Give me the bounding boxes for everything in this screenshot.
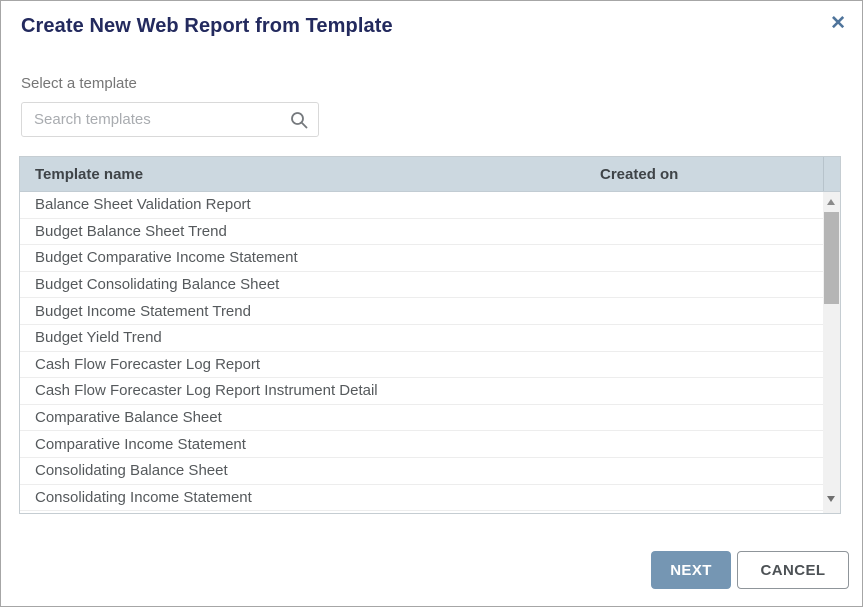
close-icon[interactable]: ✕ (830, 13, 846, 34)
template-name-cell: Budget Consolidating Balance Sheet (35, 276, 280, 294)
search-icon[interactable] (289, 110, 309, 130)
template-name-cell: Budget Comparative Income Statement (35, 249, 298, 267)
template-name-cell: Budget Income Statement Trend (35, 302, 251, 320)
table-row[interactable]: Budget Income Statement Trend (20, 298, 840, 325)
table-body: Balance Sheet Validation Report Budget B… (20, 192, 840, 513)
table-header: Template name Created on (20, 157, 840, 192)
template-name-cell: Budget Balance Sheet Trend (35, 222, 227, 240)
template-name-cell: Cash Flow Forecaster Log Report (35, 355, 261, 373)
template-name-cell: Cash Flow Forecaster Log Report Instrume… (35, 382, 378, 400)
next-button[interactable]: NEXT (651, 551, 731, 589)
search-input[interactable] (22, 111, 289, 128)
dialog-title: Create New Web Report from Template (21, 15, 393, 37)
template-name-cell: Comparative Balance Sheet (35, 409, 222, 427)
table-row[interactable]: Consolidating Income Statement (20, 485, 840, 512)
table-row[interactable]: Budget Comparative Income Statement (20, 245, 840, 272)
table-row[interactable]: Budget Balance Sheet Trend (20, 219, 840, 246)
table-row[interactable]: Budget Yield Trend (20, 325, 840, 352)
vertical-scrollbar[interactable] (823, 192, 840, 513)
template-name-cell: Consolidating Income Statement (35, 488, 252, 506)
scroll-down-icon (827, 496, 835, 502)
template-name-cell: Balance Sheet Validation Report (35, 196, 251, 214)
table-row[interactable]: Comparative Balance Sheet (20, 405, 840, 432)
column-header-created-on: Created on (600, 165, 679, 183)
scroll-up-icon (827, 199, 835, 205)
scroll-down-button[interactable] (823, 491, 840, 506)
scrollbar-header-stub (823, 157, 840, 191)
template-name-cell: Budget Yield Trend (35, 329, 162, 347)
table-rows: Balance Sheet Validation Report Budget B… (20, 192, 840, 512)
search-box[interactable] (21, 102, 319, 137)
template-table: Template name Created on Balance Sheet V… (19, 156, 841, 514)
table-row[interactable]: Cash Flow Forecaster Log Report (20, 352, 840, 379)
table-row[interactable]: Budget Consolidating Balance Sheet (20, 272, 840, 299)
select-template-label: Select a template (21, 75, 137, 92)
scrollbar-thumb[interactable] (824, 212, 839, 304)
scroll-up-button[interactable] (823, 195, 840, 210)
cancel-button[interactable]: CANCEL (737, 551, 849, 589)
table-row[interactable]: Consolidating Balance Sheet (20, 458, 840, 485)
column-header-template-name: Template name (35, 165, 144, 183)
table-row[interactable]: Comparative Income Statement (20, 431, 840, 458)
template-name-cell: Consolidating Balance Sheet (35, 462, 228, 480)
table-row[interactable]: Balance Sheet Validation Report (20, 192, 840, 219)
table-row[interactable]: Cash Flow Forecaster Log Report Instrume… (20, 378, 840, 405)
template-name-cell: Comparative Income Statement (35, 435, 246, 453)
